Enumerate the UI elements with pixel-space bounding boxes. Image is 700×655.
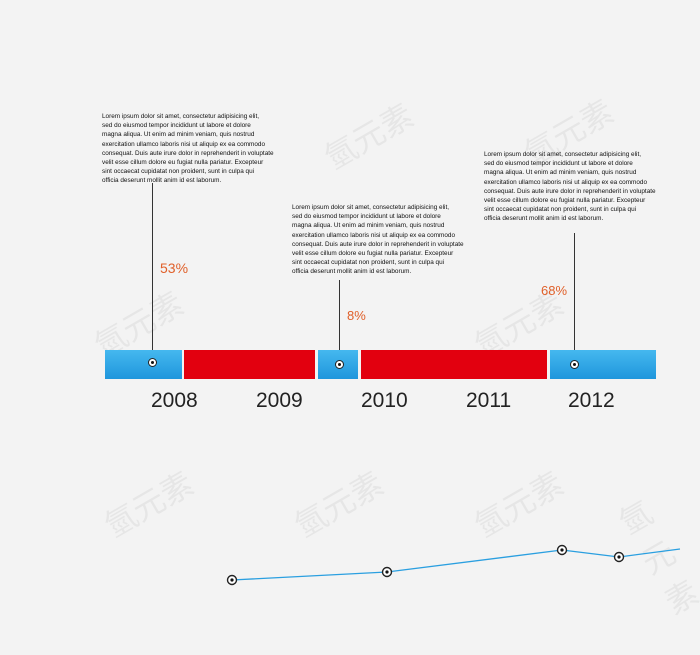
timeline-segment: [361, 350, 547, 379]
year-label: 2008: [151, 389, 198, 412]
trend-polyline: [231, 548, 681, 581]
timeline-marker: [335, 360, 344, 369]
timeline-segment: [105, 350, 182, 379]
trend-point: [613, 551, 625, 563]
percent-label: 68%: [541, 283, 568, 298]
note-text-2008: Lorem ipsum dolor sit amet, consectetur …: [102, 113, 274, 185]
year-label: 2010: [361, 389, 408, 412]
percent-label: 53%: [160, 260, 189, 276]
timeline-segment: [184, 350, 315, 379]
year-label: 2011: [466, 389, 512, 412]
trend-point: [226, 574, 238, 586]
timeline-marker: [148, 358, 157, 367]
year-label: 2012: [568, 389, 615, 412]
timeline-segment: [550, 350, 656, 379]
note-text-2012: Lorem ipsum dolor sit amet, consectetur …: [484, 151, 656, 223]
year-label: 2009: [256, 389, 303, 412]
connector-line: [339, 280, 340, 364]
connector-line: [574, 233, 575, 364]
trend-point: [381, 566, 393, 578]
timeline-marker: [570, 360, 579, 369]
trend-point: [556, 544, 568, 556]
note-text-2010: Lorem ipsum dolor sit amet, consectetur …: [292, 204, 464, 276]
percent-label: 8%: [347, 308, 366, 323]
connector-line: [152, 183, 153, 362]
